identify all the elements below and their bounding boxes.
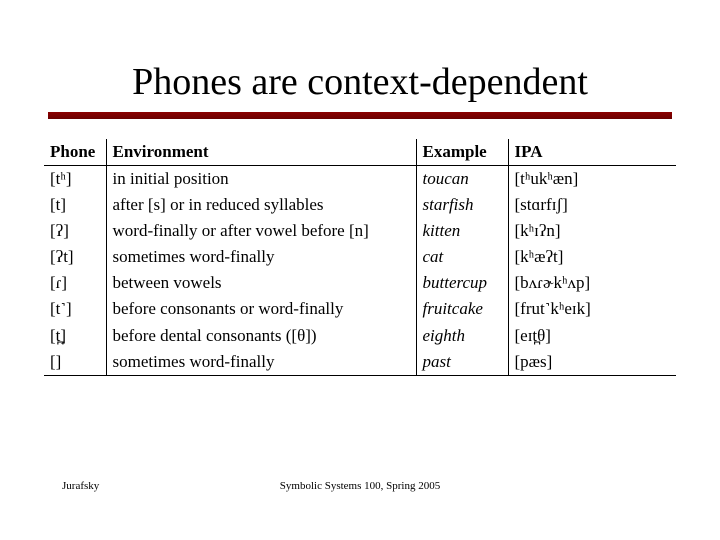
cell-phone: [t]	[44, 192, 106, 218]
cell-env: before consonants or word-finally	[106, 296, 416, 322]
cell-ipa: [eɪt̪θ]	[508, 323, 676, 349]
table-row: [ɾ] between vowels buttercup [bʌɾɚkʰʌp]	[44, 270, 676, 296]
table-row: [t̪] before dental consonants ([θ]) eigh…	[44, 323, 676, 349]
cell-phone: []	[44, 349, 106, 376]
cell-ipa: [tʰukʰæn]	[508, 166, 676, 193]
table-row: [tʰ] in initial position toucan [tʰukʰæn…	[44, 166, 676, 193]
phones-table: Phone Environment Example IPA [tʰ] in in…	[44, 139, 676, 376]
cell-phone: [t˺]	[44, 296, 106, 322]
cell-ipa: [stɑrfɪʃ]	[508, 192, 676, 218]
cell-env: before dental consonants ([θ])	[106, 323, 416, 349]
cell-env: word-finally or after vowel before [n]	[106, 218, 416, 244]
col-env-header: Environment	[106, 139, 416, 166]
phones-table-wrap: Phone Environment Example IPA [tʰ] in in…	[44, 139, 676, 376]
cell-env: after [s] or in reduced syllables	[106, 192, 416, 218]
cell-example: cat	[416, 244, 508, 270]
table-row: [ʔt] sometimes word-finally cat [kʰæʔt]	[44, 244, 676, 270]
slide-title: Phones are context-dependent	[40, 0, 680, 112]
cell-env: sometimes word-finally	[106, 244, 416, 270]
table-row: [t] after [s] or in reduced syllables st…	[44, 192, 676, 218]
col-ipa-header: IPA	[508, 139, 676, 166]
table-row: [t˺] before consonants or word-finally f…	[44, 296, 676, 322]
cell-phone: [ʔt]	[44, 244, 106, 270]
col-example-header: Example	[416, 139, 508, 166]
cell-ipa: [frut˺kʰeɪk]	[508, 296, 676, 322]
table-row: [] sometimes word-finally past [pæs]	[44, 349, 676, 376]
cell-env: between vowels	[106, 270, 416, 296]
cell-example: toucan	[416, 166, 508, 193]
cell-phone: [ʔ]	[44, 218, 106, 244]
cell-phone: [tʰ]	[44, 166, 106, 193]
footer-course: Symbolic Systems 100, Spring 2005	[62, 480, 658, 492]
cell-phone: [ɾ]	[44, 270, 106, 296]
col-phone-header: Phone	[44, 139, 106, 166]
cell-example: past	[416, 349, 508, 376]
footer: Jurafsky Symbolic Systems 100, Spring 20…	[62, 480, 658, 492]
title-rule	[48, 112, 672, 119]
cell-example: fruitcake	[416, 296, 508, 322]
table-header-row: Phone Environment Example IPA	[44, 139, 676, 166]
cell-example: kitten	[416, 218, 508, 244]
cell-example: starfish	[416, 192, 508, 218]
cell-example: buttercup	[416, 270, 508, 296]
cell-ipa: [kʰæʔt]	[508, 244, 676, 270]
cell-env: in initial position	[106, 166, 416, 193]
cell-ipa: [bʌɾɚkʰʌp]	[508, 270, 676, 296]
cell-ipa: [kʰɪʔn]	[508, 218, 676, 244]
cell-env: sometimes word-finally	[106, 349, 416, 376]
cell-ipa: [pæs]	[508, 349, 676, 376]
table-row: [ʔ] word-finally or after vowel before […	[44, 218, 676, 244]
cell-phone: [t̪]	[44, 323, 106, 349]
cell-example: eighth	[416, 323, 508, 349]
